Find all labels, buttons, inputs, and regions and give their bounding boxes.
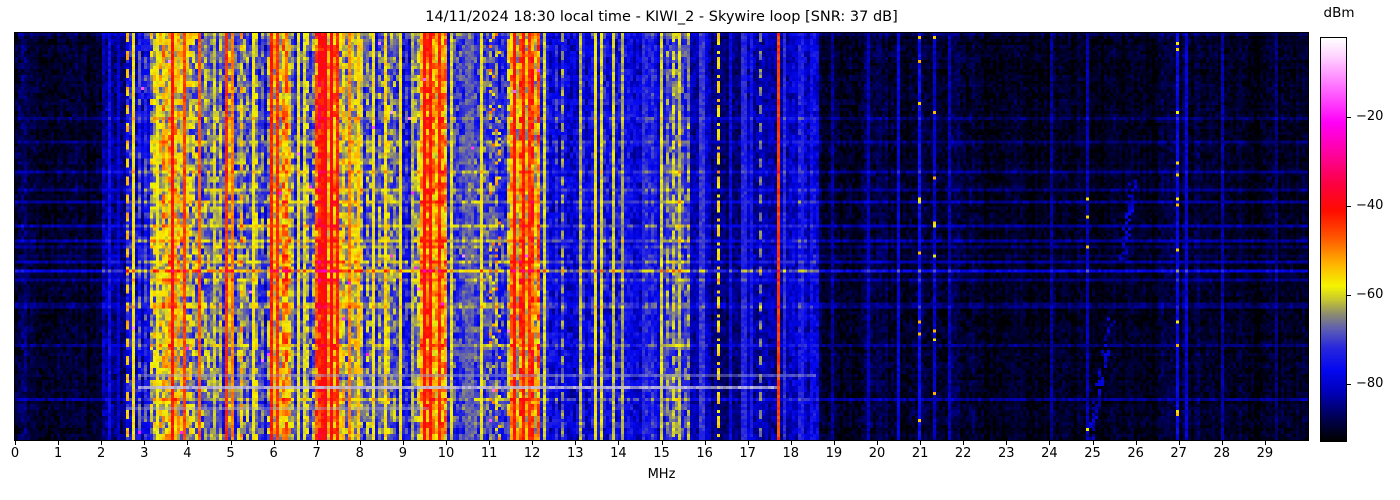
x-tick-mark: [446, 441, 447, 445]
x-tick-mark: [58, 441, 60, 445]
x-tick-label: 24: [1041, 446, 1058, 461]
x-tick-label: 8: [355, 446, 364, 461]
x-tick-mark: [15, 441, 16, 445]
x-tick-label: 23: [998, 446, 1015, 461]
colorbar-tick-label: −40: [1356, 198, 1384, 214]
x-tick-label: 11: [480, 446, 498, 461]
x-tick-label: 5: [226, 446, 235, 461]
x-tick-mark: [618, 441, 620, 445]
x-tick-mark: [489, 441, 491, 445]
x-tick-label: 29: [1256, 446, 1274, 461]
x-tick-label: 15: [653, 446, 670, 461]
x-tick-mark: [963, 441, 965, 445]
x-tick-label: 20: [868, 446, 886, 461]
colorbar-canvas: [1321, 38, 1346, 441]
x-tick-label: 25: [1084, 446, 1101, 461]
x-tick-label: 10: [437, 446, 455, 461]
x-tick-mark: [273, 441, 275, 445]
x-tick-label: 12: [523, 446, 541, 461]
x-tick-label: 0: [10, 446, 20, 461]
x-tick-label: 22: [954, 446, 972, 461]
colorbar-unit-label: dBm: [1323, 5, 1355, 21]
colorbar-tick-label: −80: [1356, 376, 1384, 392]
x-tick-label: 3: [140, 446, 149, 461]
x-tick-mark: [316, 441, 318, 445]
x-tick-label: 14: [610, 446, 627, 461]
colorbar-tick-mark: [1347, 117, 1351, 119]
waterfall-plot-frame: [14, 32, 1309, 441]
waterfall-canvas: [15, 33, 1308, 440]
x-tick-mark: [1006, 441, 1008, 445]
x-tick-label: 13: [567, 446, 584, 461]
x-tick-label: 4: [183, 446, 192, 461]
x-axis-label: MHz: [647, 467, 676, 482]
x-tick-mark: [1178, 441, 1180, 445]
chart-title: 14/11/2024 18:30 local time - KIWI_2 - S…: [425, 9, 898, 25]
x-tick-mark: [1049, 441, 1051, 445]
x-tick-label: 7: [312, 446, 321, 461]
x-tick-mark: [359, 441, 361, 445]
x-tick-mark: [1092, 441, 1094, 445]
colorbar-tick-label: −20: [1356, 109, 1384, 125]
colorbar-tick-mark: [1347, 295, 1351, 297]
colorbar-tick-mark: [1347, 384, 1351, 386]
x-tick-mark: [575, 441, 577, 445]
colorbar-frame: [1320, 37, 1347, 442]
x-tick-mark: [532, 441, 534, 445]
x-tick-mark: [187, 441, 189, 445]
x-tick-label: 2: [97, 446, 106, 461]
x-tick-label: 18: [782, 446, 800, 461]
x-tick-label: 1: [53, 446, 63, 461]
x-tick-mark: [1264, 441, 1266, 445]
x-tick-mark: [1221, 441, 1223, 445]
x-tick-label: 9: [398, 446, 408, 461]
x-tick-label: 21: [911, 446, 929, 461]
x-tick-label: 16: [696, 446, 713, 461]
x-tick-mark: [790, 441, 792, 445]
x-tick-label: 28: [1213, 446, 1231, 461]
x-tick-mark: [144, 441, 146, 445]
x-tick-mark: [920, 441, 922, 445]
x-tick-mark: [1135, 441, 1137, 445]
x-tick-mark: [747, 441, 749, 445]
x-tick-label: 26: [1127, 446, 1144, 461]
x-tick-mark: [230, 441, 232, 445]
x-tick-mark: [402, 441, 404, 445]
colorbar-tick-mark: [1347, 206, 1351, 208]
x-tick-label: 17: [739, 446, 756, 461]
x-tick-mark: [661, 441, 663, 445]
x-tick-label: 19: [825, 446, 843, 461]
x-tick-mark: [877, 441, 878, 445]
x-tick-mark: [704, 441, 706, 445]
colorbar-tick-label: −60: [1356, 287, 1384, 303]
x-tick-label: 6: [269, 446, 278, 461]
x-tick-mark: [833, 441, 835, 445]
x-tick-label: 27: [1170, 446, 1187, 461]
x-tick-mark: [101, 441, 103, 445]
